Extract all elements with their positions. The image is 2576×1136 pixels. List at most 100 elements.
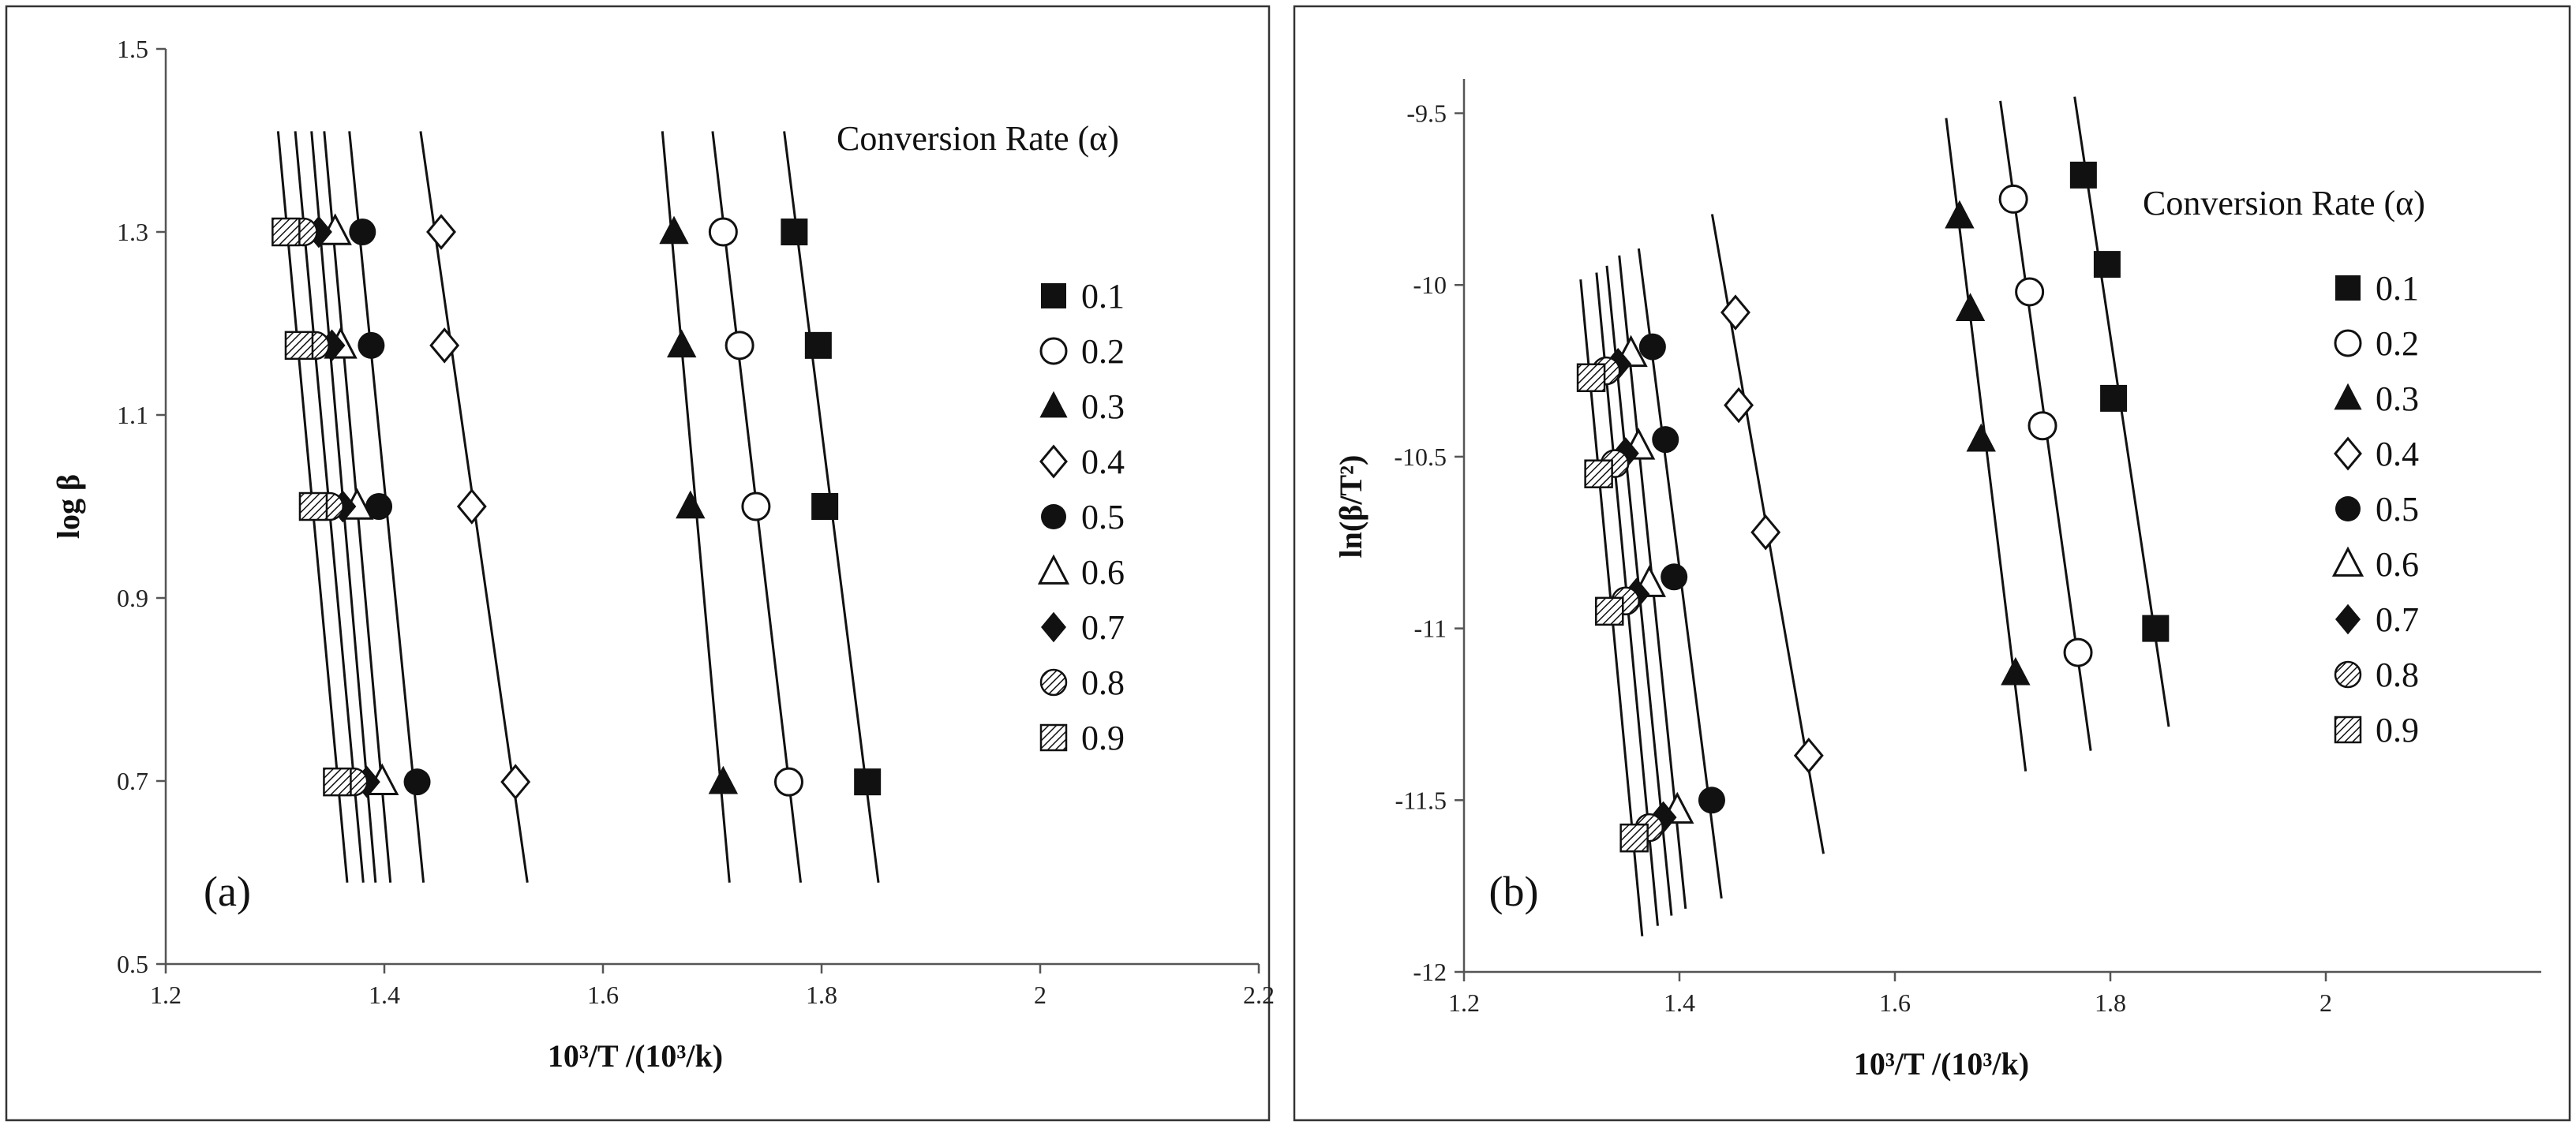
legend-marker-b-0.8 xyxy=(2334,660,2362,689)
legend-label-b-0.5: 0.5 xyxy=(2376,490,2419,529)
data-point-b-0.1-2 xyxy=(2100,384,2128,412)
legend-label-b-0.3: 0.3 xyxy=(2376,379,2419,418)
data-point-a-0.9-2 xyxy=(298,491,328,521)
legend-marker-a-0.8 xyxy=(1039,668,1068,697)
data-point-b-0.4-1 xyxy=(1724,387,1754,424)
legend-marker-a-0.2 xyxy=(1039,337,1068,365)
data-point-a-0.5-1 xyxy=(358,331,385,359)
data-point-b-0.5-0 xyxy=(1638,333,1666,361)
legend-label-a-0.8: 0.8 xyxy=(1081,663,1125,702)
data-point-b-0.4-3 xyxy=(1793,737,1824,774)
data-point-b-0.9-0 xyxy=(1576,363,1606,393)
chart-panel-a: 1.2 1.4 1.6 1.8 2 2.2 0.5 0.7 0.9 1.1 1.3 1.5 10³/T … xyxy=(5,5,1275,1122)
legend-label-a-0.9: 0.9 xyxy=(1081,719,1125,757)
data-point-a-0.2-1 xyxy=(724,331,754,361)
legend-title-b: Conversion Rate (α) xyxy=(2143,184,2425,222)
y-tick-label-a: 0.7 xyxy=(117,767,148,795)
data-point-b-0.5-2 xyxy=(1661,563,1688,591)
data-point-a-0.5-0 xyxy=(349,219,376,245)
x-tick-label-b: 1.8 xyxy=(2095,988,2126,1017)
legend-marker-a-0.1 xyxy=(1041,283,1066,308)
data-point-b-0.2-0 xyxy=(1998,184,2028,214)
legend-label-b-0.8: 0.8 xyxy=(2376,656,2419,694)
data-point-a-0.3-0 xyxy=(659,215,689,245)
data-point-b-0.2-2 xyxy=(2027,411,2057,441)
legend-label-a-0.6: 0.6 xyxy=(1081,553,1125,592)
chart-panel-b: 1.2 1.4 1.6 1.8 2 -12 -11.5 -11 -10.5 -10 -9.5 10³/… xyxy=(1293,5,2571,1122)
legend-marker-b-0.1 xyxy=(2335,275,2361,301)
x-tick-label-a: 2.2 xyxy=(1243,981,1275,1009)
data-point-a-0.2-3 xyxy=(773,767,803,797)
panel-label-b: (b) xyxy=(1489,868,1539,915)
data-point-b-0.9-3 xyxy=(1619,823,1649,853)
legend-label-a-0.5: 0.5 xyxy=(1081,498,1125,536)
legend-label-a-0.4: 0.4 xyxy=(1081,443,1125,481)
y-tick-label-b: -10 xyxy=(1413,271,1447,299)
legend-title-a: Conversion Rate (α) xyxy=(837,119,1119,158)
data-point-a-0.5-2 xyxy=(365,493,393,520)
y-tick-label-a: 1.5 xyxy=(117,35,148,63)
data-point-a-0.1-2 xyxy=(811,493,839,520)
y-tick-label-b: -11.5 xyxy=(1395,786,1447,814)
legend-label-b-0.7: 0.7 xyxy=(2376,600,2419,639)
data-point-a-0.1-3 xyxy=(854,768,882,796)
chart-frame-a xyxy=(5,5,1271,1122)
x-tick-label-a: 1.8 xyxy=(806,981,837,1009)
legend-marker-a-0.5 xyxy=(1041,504,1066,529)
legend-label-a-0.3: 0.3 xyxy=(1081,387,1125,426)
data-point-b-0.4-0 xyxy=(1720,294,1750,331)
x-axis-title-b: 10³/T /(10³/k) xyxy=(1854,1046,2029,1082)
chart-frame-b xyxy=(1293,5,2571,1122)
x-tick-label-a: 1.4 xyxy=(369,981,400,1009)
data-point-b-0.5-1 xyxy=(1652,426,1679,454)
y-tick-label-b: -12 xyxy=(1413,958,1447,986)
legend-marker-a-0.4 xyxy=(1039,444,1068,479)
legend-marker-a-0.7 xyxy=(1041,611,1066,643)
data-point-b-0.2-3 xyxy=(2063,637,2093,667)
x-tick-label-b: 2 xyxy=(2320,988,2332,1017)
panel-label-a: (a) xyxy=(204,868,251,915)
data-point-a-0.2-0 xyxy=(708,217,738,247)
data-point-b-0.1-1 xyxy=(2093,251,2121,278)
legend-marker-b-0.6 xyxy=(2331,546,2364,577)
data-point-a-0.9-1 xyxy=(284,331,314,361)
data-point-a-0.4-0 xyxy=(426,214,456,250)
legend-marker-b-0.7 xyxy=(2335,604,2361,635)
legend-label-b-0.6: 0.6 xyxy=(2376,545,2419,584)
x-tick-label-b: 1.4 xyxy=(1664,988,1695,1017)
legend-marker-b-0.9 xyxy=(2334,716,2362,744)
y-tick-label-b: -11 xyxy=(1414,615,1447,643)
data-point-a-0.5-3 xyxy=(403,768,431,796)
data-point-a-0.1-1 xyxy=(804,331,832,359)
x-axis-title-a: 10³/T /(10³/k) xyxy=(548,1038,723,1074)
data-point-b-0.3-3 xyxy=(2001,656,2031,686)
legend-marker-b-0.5 xyxy=(2335,496,2361,521)
legend-label-b-0.1: 0.1 xyxy=(2376,269,2419,308)
data-point-b-0.9-1 xyxy=(1584,459,1613,488)
data-point-b-0.9-2 xyxy=(1595,596,1624,626)
x-tick-label-a: 1.6 xyxy=(587,981,619,1009)
legend-label-a-0.2: 0.2 xyxy=(1081,332,1125,371)
legend-label-a-0.7: 0.7 xyxy=(1081,608,1125,647)
y-axis-title-b: ln(β/T²) xyxy=(1333,455,1368,559)
y-tick-label-a: 1.3 xyxy=(117,218,148,246)
data-point-a-0.4-2 xyxy=(456,488,487,525)
y-tick-label-a: 0.9 xyxy=(117,584,148,612)
data-point-a-0.3-3 xyxy=(708,765,739,794)
y-axis-title-a: log β xyxy=(51,474,86,539)
x-tick-label-b: 1.6 xyxy=(1879,988,1911,1017)
data-point-b-0.1-0 xyxy=(2069,161,2097,189)
data-point-b-0.3-2 xyxy=(1966,423,1996,452)
x-tick-label-a: 1.2 xyxy=(150,981,182,1009)
legend-marker-a-0.3 xyxy=(1039,390,1068,418)
legend-label-a-0.1: 0.1 xyxy=(1081,277,1125,316)
legend-marker-b-0.2 xyxy=(2334,329,2362,357)
legend-marker-b-0.4 xyxy=(2334,436,2362,471)
x-tick-label-a: 2 xyxy=(1034,981,1046,1009)
data-point-b-0.7-3 xyxy=(1649,801,1677,834)
data-point-a-0.3-1 xyxy=(667,329,697,358)
y-tick-label-a: 0.5 xyxy=(117,950,148,978)
data-point-b-0.3-1 xyxy=(1955,293,1986,322)
y-tick-label-b: -9.5 xyxy=(1406,99,1447,128)
